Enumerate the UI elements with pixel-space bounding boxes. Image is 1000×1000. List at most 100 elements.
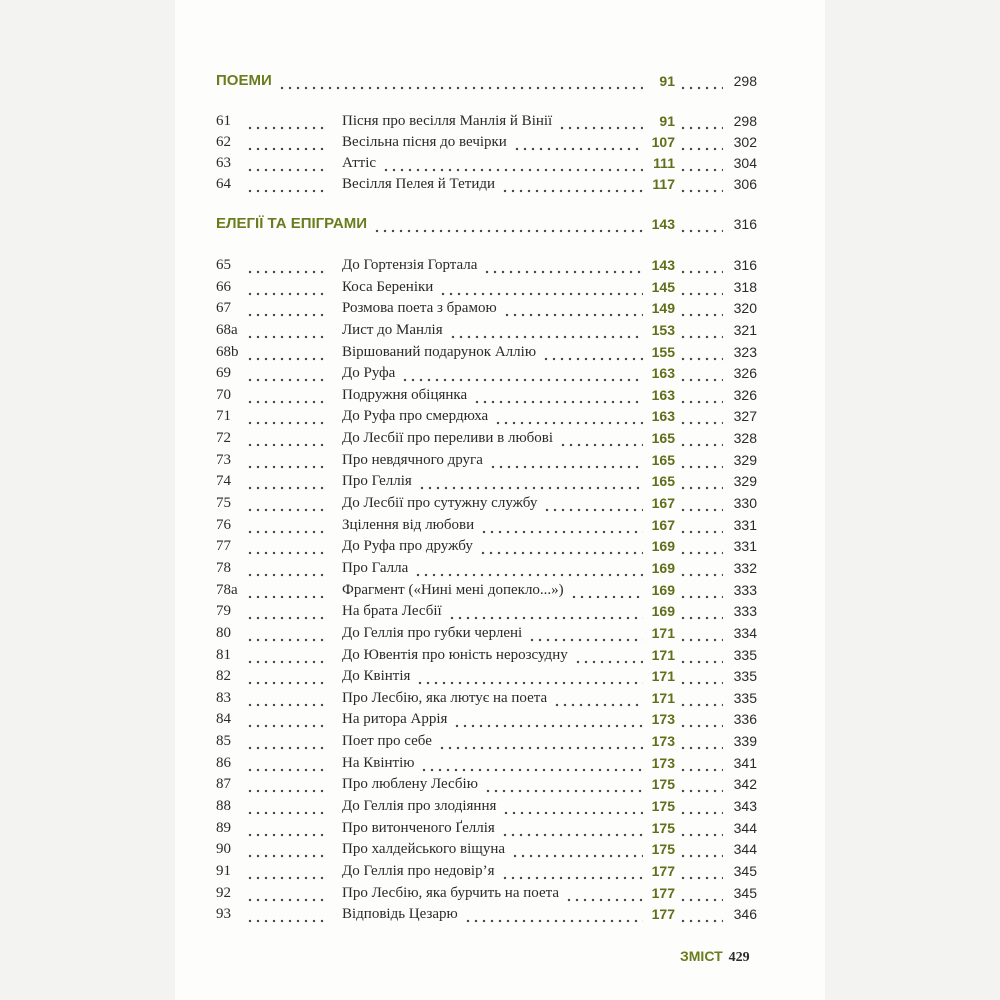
leader-dots [416, 666, 643, 687]
leader-dots [502, 298, 643, 319]
commentary-page: 329 [733, 473, 757, 490]
leader-dots [437, 731, 643, 752]
entry-row: 67 Розмова поета з брамою 149 320 [216, 298, 757, 319]
leader-dots [246, 557, 328, 578]
leader-dots [511, 839, 643, 860]
entry-row: 86 На Квінтію 173 341 [216, 752, 757, 773]
page-number: 91 [659, 113, 675, 129]
entry-number: 85 [216, 733, 231, 750]
leader-dots [246, 817, 328, 838]
leader-dots [679, 579, 723, 600]
entry-title: Про Галла [342, 559, 409, 576]
leader-dots [401, 363, 643, 384]
leader-dots [558, 111, 643, 131]
commentary-page: 318 [733, 278, 757, 295]
page-number: 173 [651, 733, 675, 750]
page-number: 177 [651, 862, 675, 879]
page-number: 165 [651, 430, 675, 447]
entry-number: 93 [216, 906, 231, 923]
entry-row: 72 До Лесбії про переливи в любові 165 328 [216, 428, 757, 449]
commentary-page: 334 [733, 624, 757, 641]
entry-row: 63 Аттіс 111 304 [216, 153, 757, 173]
commentary-page: 326 [733, 386, 757, 403]
entry-number: 81 [216, 646, 231, 663]
entry-number: 72 [216, 430, 231, 447]
entry-title: Коса Береніки [342, 278, 434, 295]
entry-title: Поет про себе [342, 733, 432, 750]
page-number: 171 [651, 624, 675, 641]
entry-row: 93 Відповідь Цезарю 177 346 [216, 904, 757, 925]
entry-title: Розмова поета з брамою [342, 300, 497, 317]
commentary-page: 298 [733, 73, 757, 89]
entry-title: Відповідь Цезарю [342, 906, 458, 923]
commentary-page: 323 [733, 343, 757, 360]
entry-title: Віршований подарунок Аллію [342, 343, 537, 360]
page-number: 149 [651, 300, 675, 317]
leader-dots [679, 774, 723, 795]
leader-dots [246, 774, 328, 795]
leader-dots [246, 666, 328, 687]
page-number: 177 [651, 884, 675, 901]
entry-number: 78a [216, 581, 238, 598]
leader-dots [679, 449, 723, 470]
leader-dots [543, 493, 643, 514]
commentary-page: 316 [733, 216, 757, 232]
entry-row: 82 До Квінтія 171 335 [216, 666, 757, 687]
page-number: 145 [651, 278, 675, 295]
entry-row: 87 Про люблену Лесбію 175 342 [216, 774, 757, 795]
entry-row: 73 Про невдячного друга 165 329 [216, 449, 757, 470]
commentary-page: 328 [733, 430, 757, 447]
entry-number: 75 [216, 495, 231, 512]
leader-dots [246, 579, 328, 600]
commentary-page: 321 [733, 321, 757, 338]
leader-dots [679, 752, 723, 773]
leader-dots [679, 71, 723, 91]
entry-number: 65 [216, 257, 231, 273]
section-title: ЕЛЕГІЇ ТА ЕПІГРАМИ [216, 215, 367, 232]
leader-dots [679, 384, 723, 405]
entry-number: 69 [216, 365, 231, 382]
entry-number: 80 [216, 624, 231, 641]
leader-dots [679, 153, 723, 173]
entry-row: 74 Про Геллія 165 329 [216, 471, 757, 492]
leader-dots [246, 298, 328, 319]
entry-row: 78a Фрагмент («Нині мені допекло...») 169 3… [216, 579, 757, 600]
entry-row: 88 До Геллія про злодіяння 175 343 [216, 796, 757, 816]
commentary-page: 329 [733, 451, 757, 468]
entry-number: 82 [216, 668, 231, 685]
commentary-page: 331 [733, 538, 757, 555]
leader-dots [679, 666, 723, 687]
commentary-page: 333 [733, 603, 757, 620]
entry-number: 66 [216, 278, 231, 295]
leader-dots [246, 752, 328, 773]
entry-number: 67 [216, 300, 231, 317]
leader-dots [679, 276, 723, 297]
entry-number: 87 [216, 776, 231, 793]
page-number: 175 [651, 841, 675, 858]
page-number: 107 [651, 134, 675, 150]
entry-number: 91 [216, 862, 231, 879]
leader-dots [512, 132, 643, 152]
page-number: 171 [651, 689, 675, 706]
entry-row: 68a Лист до Манлія 153 321 [216, 319, 757, 340]
entry-row: 89 Про витонченого Ґеллія 175 344 [216, 817, 757, 838]
leader-dots [679, 860, 723, 881]
leader-dots [679, 493, 723, 514]
entry-number: 73 [216, 451, 231, 468]
commentary-page: 336 [733, 711, 757, 728]
leader-dots [246, 384, 328, 405]
commentary-page: 346 [733, 906, 757, 923]
leader-dots [679, 687, 723, 708]
leader-dots [679, 298, 723, 319]
leader-dots [414, 557, 643, 578]
entry-number: 88 [216, 798, 231, 814]
entry-title: До Геллія про злодіяння [342, 798, 497, 814]
entry-row: 75 До Лесбії про сутужну службу 167 330 [216, 493, 757, 514]
entry-title: Про халдейського віщуна [342, 841, 506, 858]
page-number: 169 [651, 581, 675, 598]
leader-dots [277, 71, 643, 91]
leader-dots [565, 882, 643, 903]
commentary-page: 316 [733, 257, 757, 273]
page-number: 167 [651, 495, 675, 512]
leader-dots [679, 904, 723, 925]
